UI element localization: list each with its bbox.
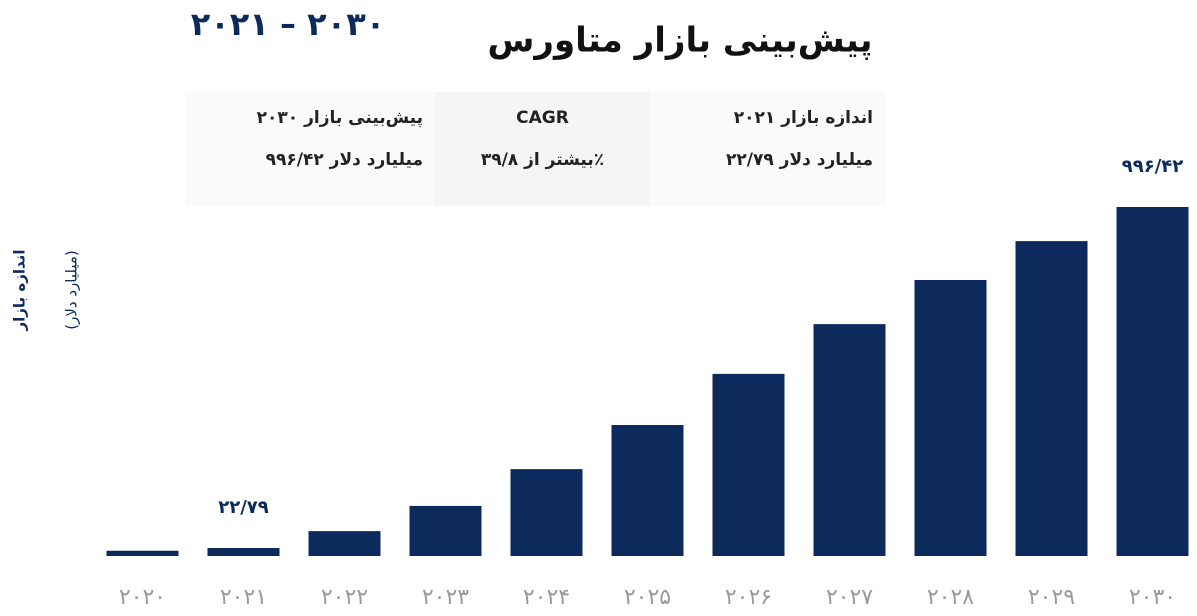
bar	[308, 531, 381, 556]
value-label: ۲۲/۷۹	[218, 497, 269, 518]
chart-title: پیش‌بینی بازار متاورس	[488, 21, 873, 61]
bar	[106, 550, 179, 556]
x-tick-label: ۲۰۲۱	[220, 585, 267, 610]
info-text: ۹۹۶/۴۲ میلیارد دلار	[266, 150, 423, 170]
x-tick-label: ۲۰۲۳	[422, 585, 469, 610]
info-box	[185, 92, 435, 206]
bar	[207, 548, 280, 556]
x-tick-label: ۲۰۲۰	[119, 585, 166, 610]
x-tick-label: ۲۰۲۹	[1028, 585, 1075, 610]
value-label: ۹۹۶/۴۲	[1122, 156, 1184, 177]
bar	[1116, 206, 1189, 557]
info-box	[650, 92, 885, 206]
x-tick-label: ۲۰۲۴	[523, 585, 570, 610]
chart-subtitle: ۲۰۲۱ – ۲۰۳۰	[191, 5, 386, 43]
bar	[712, 373, 785, 556]
x-tick-label: ۲۰۲۷	[826, 585, 873, 610]
info-text: ۲۲/۷۹ میلیارد دلار	[726, 150, 873, 170]
x-tick-label: ۲۰۲۶	[725, 585, 772, 610]
bar	[510, 469, 583, 556]
x-tick-label: ۲۰۲۲	[321, 585, 368, 610]
bar	[914, 279, 987, 556]
info-text: اندازه بازار ۲۰۲۱	[734, 108, 873, 128]
x-tick-label: ۲۰۲۸	[927, 585, 974, 610]
info-box	[435, 92, 650, 206]
y-axis-label: (میلیارد دلار)	[63, 250, 81, 330]
bar	[611, 425, 684, 556]
x-tick-label: ۲۰۲۵	[624, 585, 671, 610]
info-text: بیشتر از ۳۹/۸٪	[481, 150, 604, 170]
info-text: CAGR	[516, 108, 569, 128]
info-text: پیش‌بینی بازار ۲۰۳۰	[257, 108, 423, 128]
bar	[409, 505, 482, 556]
y-axis-label: اندازه بازار	[11, 250, 29, 332]
x-tick-label: ۲۰۳۰	[1129, 585, 1176, 610]
bar	[1015, 241, 1088, 556]
bar	[813, 324, 886, 556]
